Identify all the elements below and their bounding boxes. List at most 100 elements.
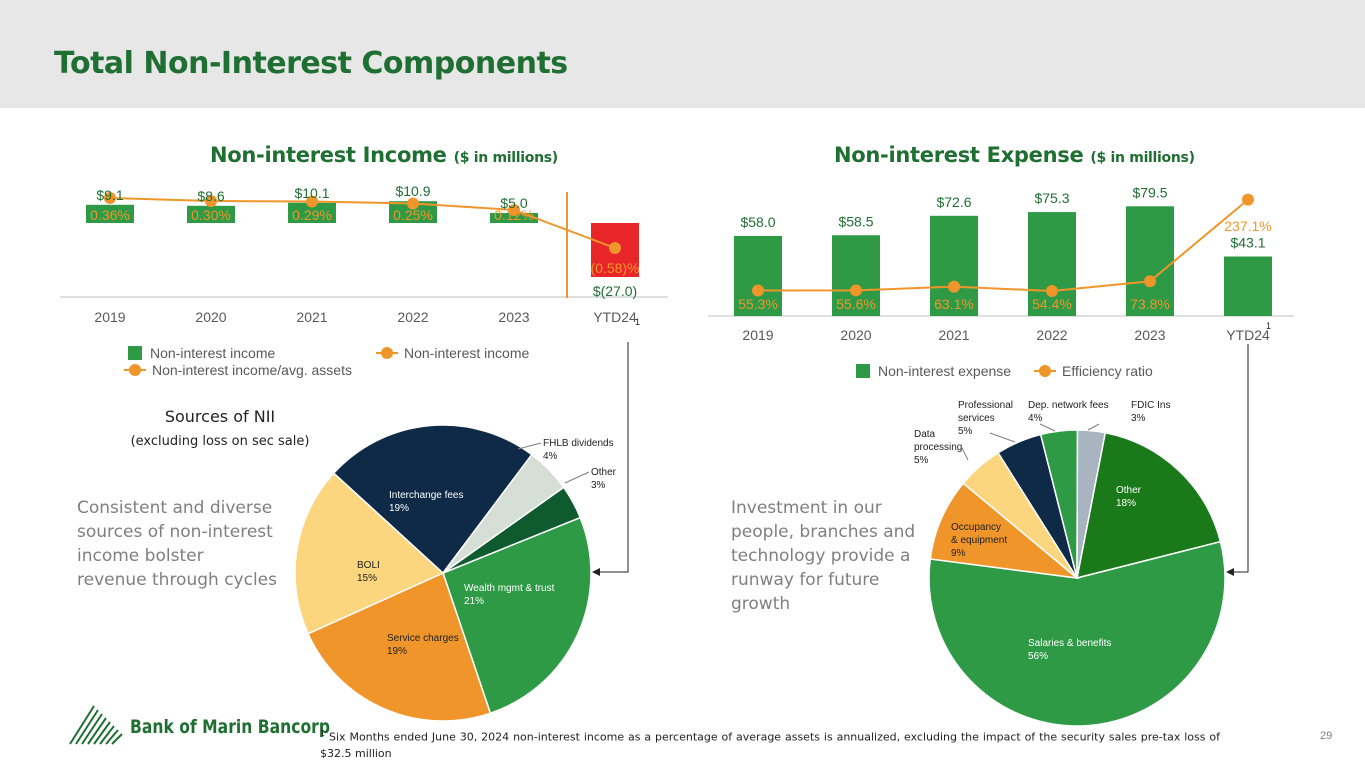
legend-line-swatch <box>376 346 398 360</box>
income-footnote-marker: 1 <box>635 317 640 327</box>
income-legend-bars: Non-interest income <box>128 345 275 361</box>
income-ratio-label: (0.58)% <box>590 260 639 276</box>
expense-bar <box>1224 256 1272 316</box>
income-bar <box>288 202 336 223</box>
legend-label: Efficiency ratio <box>1062 363 1153 379</box>
pie-slice <box>1076 429 1107 579</box>
expense-ratio-label: 55.6% <box>836 296 876 312</box>
bank-logo: Bank of Marin Bancorp <box>68 702 330 746</box>
income-bar <box>86 204 134 223</box>
expense-bar <box>832 235 880 316</box>
income-bar-label: $5.0 <box>500 195 527 211</box>
pie-leader-line <box>1087 423 1100 431</box>
expense-footnote-marker: 1 <box>1266 321 1271 331</box>
expense-ratio-label: 63.1% <box>934 296 974 312</box>
efficiency-ratio-point <box>1242 193 1254 206</box>
expense-bar-label: $79.5 <box>1132 184 1167 200</box>
expense-x-tick: 2019 <box>742 327 773 343</box>
expense-x-tick: YTD24 <box>1226 327 1270 343</box>
income-legend-line-a: Non-interest income <box>376 345 529 361</box>
income-chart-subtitle: ($ in millions) <box>453 150 559 166</box>
income-legend-line-b: Non-interest income/avg. assets <box>124 362 352 378</box>
income-chart-title-main: Non-interest Income <box>210 143 447 167</box>
expense-chart-subtitle: ($ in millions) <box>1090 150 1195 166</box>
expense-x-tick: 2021 <box>938 327 969 343</box>
page-number: 29 <box>1320 730 1333 742</box>
income-x-tick: 2019 <box>94 309 125 325</box>
pie-label: 9% <box>951 548 966 559</box>
nii-sources-subtitle: (excluding loss on sec sale) <box>130 434 310 449</box>
income-ratio-point <box>508 204 520 216</box>
income-x-tick: 2022 <box>397 309 428 325</box>
expense-connector-arrowhead <box>1226 568 1234 576</box>
expense-bar-label: $72.6 <box>936 194 971 210</box>
income-x-tick: 2023 <box>498 309 529 325</box>
legend-line-swatch <box>124 363 146 377</box>
nii-sources-title: Sources of NII <box>164 407 276 426</box>
efficiency-ratio-point <box>752 284 764 297</box>
logo-text: Bank of Marin Bancorp <box>130 716 330 738</box>
income-connector-arrowhead <box>592 568 600 576</box>
pie-label: 56% <box>1028 651 1048 662</box>
pie-label: Occupancy <box>951 522 1001 533</box>
expense-ratio-label: 237.1% <box>1224 218 1271 234</box>
pie-slice <box>928 540 1226 727</box>
income-x-tick: 2021 <box>296 309 327 325</box>
expense-connector-line <box>1232 344 1249 573</box>
income-ratio-line <box>109 197 616 249</box>
pie-slice <box>294 472 445 635</box>
pie-slice <box>307 571 492 722</box>
left-blurb: Consistent and diverse sources of non-in… <box>77 498 277 590</box>
expense-x-tick: 2022 <box>1036 327 1067 343</box>
pie-label: Other <box>1116 485 1142 496</box>
pie-label: 15% <box>357 573 377 584</box>
pie-label: 4% <box>1028 413 1043 424</box>
income-ratio-point <box>609 242 621 254</box>
logo-mark-icon <box>69 705 123 745</box>
pie-leader-line <box>1039 423 1056 432</box>
expense-bar <box>734 235 782 316</box>
pie-label: 4% <box>543 451 558 462</box>
expense-ratio-label: 55.3% <box>738 296 778 312</box>
efficiency-ratio-point <box>948 280 960 293</box>
expense-bar-label: $58.0 <box>740 214 775 230</box>
income-bar <box>389 201 437 223</box>
pie-slice <box>1076 431 1222 580</box>
nii-sources-heading: Sources of NII (excluding loss on sec sa… <box>120 407 320 449</box>
expense-ratio-label: 73.8% <box>1130 296 1170 312</box>
expense-bar-label: $58.5 <box>838 213 873 229</box>
pie-label: FDIC Ins <box>1131 400 1170 411</box>
pie-label: & equipment <box>951 535 1007 546</box>
income-x-tick: 2020 <box>195 309 226 325</box>
pie-label: services <box>958 413 995 424</box>
legend-bar-swatch <box>856 364 870 378</box>
footnote-text: Six Months ended June 30, 2024 non-inter… <box>320 730 1220 760</box>
income-ratio-label: 0.25% <box>393 207 433 223</box>
efficiency-ratio-point <box>1046 285 1058 297</box>
pie-label: 5% <box>914 455 929 466</box>
page-title: Total Non-Interest Components <box>54 46 568 81</box>
pie-slice <box>332 424 533 575</box>
pie-slice <box>442 486 582 574</box>
income-ratio-label: 0.29% <box>292 207 332 223</box>
income-ratio-label: 0.12% <box>494 207 534 223</box>
income-ratio-point <box>306 195 318 208</box>
pie-leader-line <box>989 432 1016 443</box>
pie-leader-line <box>960 445 969 461</box>
expense-legend-line: Efficiency ratio <box>1034 363 1153 379</box>
expense-x-tick: 2023 <box>1134 327 1165 343</box>
pie-label: 3% <box>591 480 606 491</box>
income-bar-label: $10.9 <box>395 183 430 199</box>
income-bar-label: $(27.0) <box>593 283 637 299</box>
efficiency-ratio-line <box>757 198 1249 293</box>
expense-x-tick: 2020 <box>840 327 871 343</box>
efficiency-ratio-point <box>850 284 862 297</box>
pie-label: 18% <box>1116 498 1136 509</box>
income-ratio-point <box>104 192 116 204</box>
income-bar-label: $8.6 <box>197 188 224 204</box>
expense-bar <box>1126 206 1174 316</box>
expense-legend-bars: Non-interest expense <box>856 363 1011 379</box>
income-ratio-point <box>205 195 217 207</box>
pie-label: Dep. network fees <box>1028 400 1109 411</box>
